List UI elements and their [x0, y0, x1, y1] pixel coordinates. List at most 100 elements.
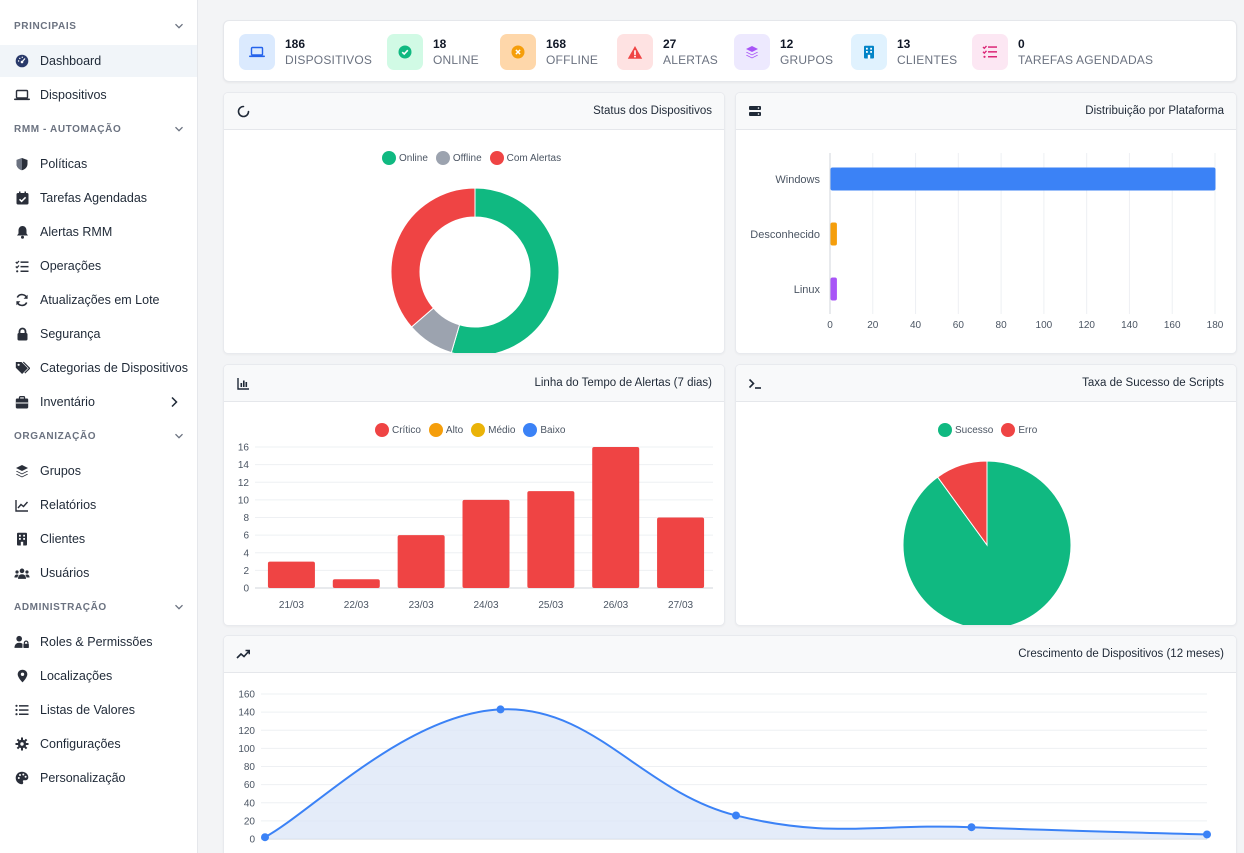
bar[interactable] [267, 561, 315, 588]
legend-item[interactable]: Baixo [523, 423, 565, 437]
y-tick-label: 12 [238, 478, 250, 489]
sidebar-item-layers[interactable]: Grupos [0, 455, 197, 487]
stat-label: OFFLINE [546, 52, 599, 67]
pie-slice[interactable] [936, 460, 988, 547]
stat-label: ALERTAS [663, 52, 718, 67]
y-tick-label: 40 [244, 798, 256, 809]
card-header: Status dos Dispositivos [224, 93, 724, 130]
sidebar-item-box[interactable]: Inventário [0, 386, 197, 418]
bar[interactable] [830, 277, 837, 301]
legend-item[interactable]: Crítico [375, 423, 421, 437]
y-tick-label: 8 [243, 513, 249, 524]
sidebar-item-map-pin[interactable]: Localizações [0, 660, 197, 692]
bar[interactable] [527, 491, 575, 588]
bar[interactable] [592, 447, 640, 588]
sidebar-item-shield[interactable]: Políticas [0, 148, 197, 180]
list-check-icon [14, 258, 30, 274]
sidebar-item-lock[interactable]: Segurança [0, 318, 197, 350]
sidebar-item-list[interactable]: Listas de Valores [0, 694, 197, 726]
sidebar-item-label: Categorias de Dispositivos [40, 361, 188, 375]
chart-legend: Online Offline Com Alertas [382, 151, 569, 165]
sidebar-item-user-lock[interactable]: Roles & Permissões [0, 626, 197, 658]
sidebar-item-building[interactable]: Clientes [0, 523, 197, 555]
x-tick-label: 22/03 [344, 600, 369, 611]
stat-label: DISPOSITIVOS [285, 52, 373, 67]
stat-tarefas-agendadas: 0 TAREFAS AGENDADAS [972, 33, 1153, 71]
sidebar-item-list-check[interactable]: Operações [0, 250, 197, 282]
card-header: Crescimento de Dispositivos (12 meses) [224, 636, 1236, 673]
legend-swatch [382, 151, 396, 165]
chevron-right-icon [169, 396, 179, 408]
sidebar-item-palette[interactable]: Personalização [0, 762, 197, 794]
chart-legend: Crítico Alto Médio Baixo [375, 423, 573, 437]
sidebar-item-dashboard[interactable]: Dashboard [0, 45, 197, 77]
data-point[interactable] [732, 811, 740, 820]
pie-slice[interactable] [390, 187, 476, 328]
check-circle-icon [387, 34, 423, 70]
chart-line-icon [14, 497, 30, 513]
sidebar-item-label: Roles & Permissões [40, 635, 153, 649]
sidebar-item-label: Políticas [40, 157, 88, 171]
data-point[interactable] [1203, 830, 1211, 839]
stat-value: 18 [433, 36, 447, 51]
sidebar-item-gear[interactable]: Configurações [0, 728, 197, 760]
y-tick-label: 20 [244, 816, 256, 827]
card-header: Linha do Tempo de Alertas (7 dias) [224, 365, 724, 402]
card-header: Taxa de Sucesso de Scripts [736, 365, 1236, 402]
bar[interactable] [462, 499, 510, 588]
sidebar-section-header[interactable]: ORGANIZAÇÃO [14, 426, 184, 446]
x-tick-label: 26/03 [603, 600, 628, 611]
bell-icon [14, 224, 30, 240]
stat-alertas: 27 ALERTAS [617, 33, 718, 71]
data-point[interactable] [261, 833, 269, 842]
dashboard-icon [14, 53, 30, 69]
sidebar-item-bell[interactable]: Alertas RMM [0, 216, 197, 248]
device-growth-card: Crescimento de Dispositivos (12 meses) 0… [223, 635, 1237, 853]
chevron-down-icon [174, 21, 184, 31]
alerts-timeline-card: Linha do Tempo de Alertas (7 dias) Críti… [223, 364, 725, 626]
sidebar-item-label: Usuários [40, 566, 90, 580]
legend-item[interactable]: Sucesso [938, 423, 993, 437]
legend-swatch [428, 423, 443, 437]
y-tick-label: Windows [775, 174, 820, 186]
sidebar-item-calendar-check[interactable]: Tarefas Agendadas [0, 182, 197, 214]
bar[interactable] [830, 167, 1216, 191]
y-tick-label: 10 [238, 495, 250, 506]
x-tick-label: 20 [867, 320, 879, 331]
bar[interactable] [397, 535, 445, 588]
legend-item[interactable]: Offline [435, 151, 482, 165]
layers-icon [734, 34, 770, 70]
legend-item[interactable]: Erro [1001, 423, 1037, 437]
sidebar-item-tags[interactable]: Categorias de Dispositivos [0, 352, 197, 384]
data-point[interactable] [496, 705, 505, 714]
legend-item[interactable]: Alto [428, 423, 463, 437]
x-tick-label: 100 [1036, 320, 1053, 331]
shield-icon [14, 156, 30, 172]
stat-value: 168 [546, 36, 567, 51]
sidebar-section-header[interactable]: ADMINISTRAÇÃO [14, 597, 184, 617]
legend-item[interactable]: Com Alertas [489, 151, 561, 165]
bar[interactable] [830, 222, 837, 246]
sidebar-item-sync[interactable]: Atualizações em Lote [0, 284, 197, 316]
box-icon [14, 394, 30, 410]
trend-up-icon [236, 647, 250, 661]
sidebar-section-header[interactable]: PRINCIPAIS [14, 16, 184, 36]
terminal-icon [748, 376, 762, 390]
x-tick-label: 60 [953, 320, 965, 331]
warning-icon [617, 34, 653, 70]
y-tick-label: 80 [244, 762, 256, 773]
sidebar-item-chart-line[interactable]: Relatórios [0, 489, 197, 521]
data-point[interactable] [967, 823, 976, 832]
x-tick-label: 80 [996, 320, 1008, 331]
sidebar-section-header[interactable]: RMM - AUTOMAÇÃO [14, 119, 184, 139]
legend-item[interactable]: Médio [471, 423, 515, 437]
sidebar-item-label: Operações [40, 259, 102, 273]
sidebar-item-label: Atualizações em Lote [40, 293, 160, 307]
sidebar-item-laptop[interactable]: Dispositivos [0, 79, 197, 111]
legend-item[interactable]: Online [382, 151, 428, 165]
bar[interactable] [332, 579, 380, 588]
sidebar-item-users[interactable]: Usuários [0, 557, 197, 589]
pie-slice[interactable] [450, 187, 560, 354]
stats-bar: 186 DISPOSITIVOS 18 ONLINE 168 OFFLINE 27 ALERT… [223, 20, 1237, 82]
bar[interactable] [657, 517, 705, 589]
